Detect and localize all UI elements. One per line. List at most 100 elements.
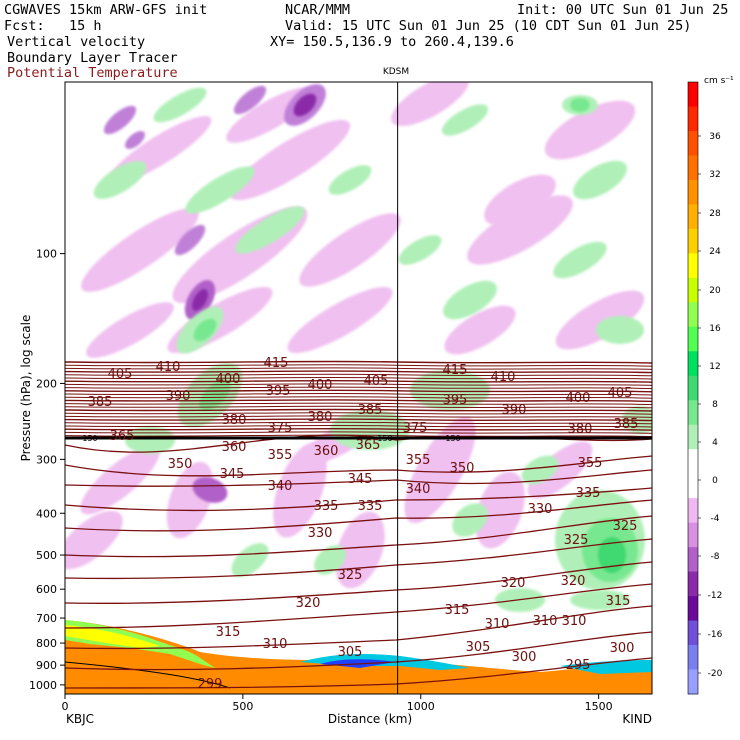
station-mid-label: KDSM	[383, 67, 409, 77]
theta-contour	[65, 538, 652, 580]
theta-label: 360	[222, 440, 247, 455]
velocity-blob	[235, 206, 305, 254]
theta-label: 299	[198, 677, 223, 692]
theta-label: 310	[263, 637, 288, 652]
y-tick-label: 400	[36, 507, 57, 520]
theta-contour	[65, 469, 652, 487]
colorbar-swatch	[688, 424, 698, 450]
theta-label: 415	[443, 363, 468, 378]
model-title: CGWAVES 15km ARW-GFS init	[4, 2, 208, 18]
colorbar-swatch	[688, 302, 698, 328]
theta-label: 380	[308, 410, 333, 425]
theta-label: 400	[566, 391, 591, 406]
theta-contour	[65, 415, 652, 418]
theta-label: 340	[268, 479, 293, 494]
velocity-blob	[125, 131, 145, 149]
theta-label: 335	[314, 499, 339, 514]
theta-label: 405	[364, 374, 389, 389]
velocity-blob	[391, 82, 469, 126]
colorbar-label: 12	[709, 362, 720, 372]
tropopause-pressure-label: 150	[377, 434, 392, 443]
theta-labels: 405 410 415 415 410 400 400 405 400 405 385 390 395 3…	[88, 356, 639, 692]
boundary-layer-fill	[65, 620, 652, 694]
y-axis: 100 200 300 400 500 600 700 800 900 1000	[29, 248, 65, 692]
velocity-blob	[233, 85, 267, 115]
theta-contour	[65, 434, 652, 453]
theta-label: 325	[613, 519, 638, 534]
theta-contour	[65, 408, 652, 412]
theta-label: 320	[501, 576, 526, 591]
theta-label: 310	[533, 614, 558, 629]
theta-label: 335	[358, 499, 383, 514]
y-tick-label: 800	[36, 637, 57, 650]
theta-label: 315	[216, 625, 241, 640]
theta-contour	[65, 431, 652, 434]
colorbar-swatch	[688, 326, 698, 352]
velocity-blob	[80, 445, 160, 515]
boundary-layer-base	[65, 664, 652, 694]
theta-label: 300	[512, 650, 537, 665]
theta-contour	[65, 421, 652, 425]
colorbar-swatch	[688, 130, 698, 156]
colorbar-swatch	[688, 669, 698, 695]
tropopause-pressure-label: 150	[82, 434, 97, 443]
theta-label: 410	[156, 360, 181, 375]
y-tick-label: 1000	[29, 679, 57, 692]
colorbar-swatch	[688, 620, 698, 646]
theta-contour	[65, 402, 652, 406]
theta-label: 355	[406, 453, 431, 468]
colorbar-label: 8	[712, 400, 718, 410]
theta-contour	[65, 424, 652, 428]
y-tick-label: 100	[36, 248, 57, 261]
colorbar-swatch	[688, 473, 698, 499]
theta-contour	[65, 392, 652, 396]
velocity-blob	[410, 370, 490, 410]
colorbar-swatch	[688, 498, 698, 524]
velocity-blob	[398, 235, 442, 265]
velocity-blob	[475, 471, 525, 549]
velocity-blob	[544, 100, 636, 160]
x-tick-label: 1000	[407, 700, 435, 713]
colorbar-swatch	[688, 277, 698, 303]
theta-contour	[65, 379, 652, 383]
theta-label: 365	[356, 438, 381, 453]
colorbar-label: -8	[711, 552, 720, 562]
theta-label: 320	[296, 596, 321, 611]
velocity-blob	[81, 208, 199, 292]
velocity-blob	[443, 280, 497, 320]
field-boundary-layer-tracer: Boundary Layer Tracer	[7, 50, 178, 66]
velocity-blob	[527, 441, 593, 499]
theta-contour	[65, 583, 652, 629]
theta-label: 400	[308, 378, 333, 393]
theta-label: 400	[216, 372, 241, 387]
theta-contour	[65, 455, 652, 477]
velocity-blob	[103, 105, 137, 135]
colorbar-label: -12	[708, 591, 723, 601]
init-time: Init: 00 UTC Sun 01 Jun 25	[517, 2, 729, 18]
velocity-blob	[570, 590, 630, 610]
theta-contour	[65, 389, 652, 393]
colorbar-label: 0	[712, 476, 718, 486]
plot-frame	[64, 81, 653, 695]
colorbar-frame	[687, 81, 699, 695]
velocity-blob	[287, 286, 393, 354]
theta-label: 375	[268, 421, 293, 436]
theta-contour	[65, 383, 652, 386]
x-axis-label: Distance (km)	[328, 712, 412, 726]
y-tick-label: 600	[36, 583, 57, 596]
velocity-blob	[192, 289, 208, 311]
vertical-velocity-shading	[65, 82, 652, 612]
velocity-blob	[193, 318, 217, 342]
theta-label: 385	[358, 403, 383, 418]
colorbar-unit: cm s⁻¹	[704, 76, 734, 86]
colorbar-swatch	[688, 179, 698, 205]
colorbar-swatch	[688, 106, 698, 132]
colorbar-label: 20	[709, 286, 721, 296]
theta-contour	[65, 396, 652, 399]
theta-label: 305	[338, 645, 363, 660]
theta-contour	[65, 631, 652, 671]
velocity-blob	[93, 161, 147, 199]
theta-contour	[65, 376, 652, 380]
theta-contour	[65, 370, 652, 374]
